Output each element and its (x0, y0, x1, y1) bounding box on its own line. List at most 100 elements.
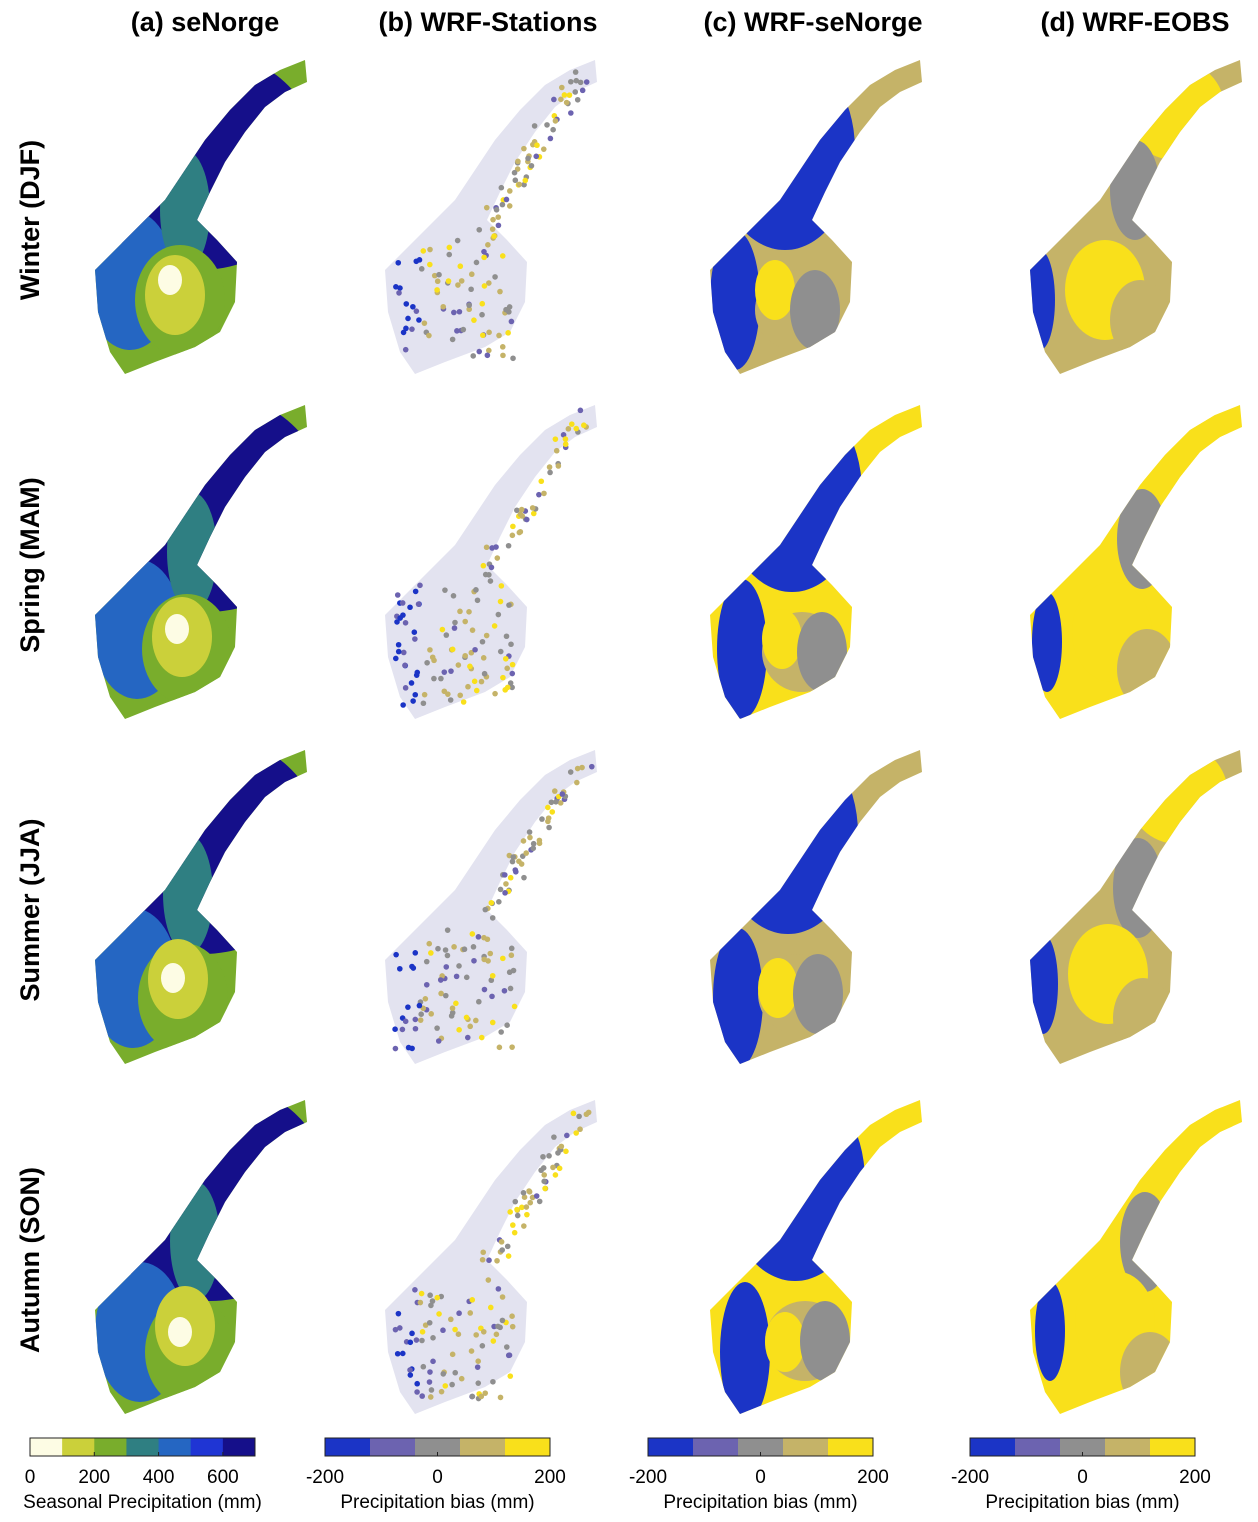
station (573, 77, 580, 84)
map-region (722, 405, 862, 592)
station (409, 1330, 415, 1337)
station (574, 96, 581, 103)
map-region (1113, 978, 1173, 1058)
station (512, 867, 519, 873)
station (418, 1290, 425, 1297)
station (499, 1247, 506, 1253)
station (521, 1223, 527, 1229)
station (577, 79, 584, 86)
station (508, 318, 515, 325)
station (449, 336, 456, 343)
station (533, 1193, 540, 1199)
map-region (710, 230, 760, 370)
station (462, 618, 469, 625)
station (457, 263, 464, 270)
station (505, 542, 512, 549)
colorbar-tick-label: -200 (951, 1467, 989, 1488)
station (498, 583, 505, 589)
station (413, 308, 420, 314)
station (471, 678, 478, 685)
colorbar-label: Precipitation bias (mm) (663, 1492, 857, 1513)
station (412, 1016, 419, 1023)
station (429, 654, 436, 661)
station (420, 1005, 427, 1012)
station (460, 699, 467, 705)
station (420, 1363, 427, 1370)
station (440, 1327, 446, 1334)
station (395, 648, 402, 655)
station (565, 426, 572, 432)
station (527, 834, 533, 841)
station (500, 955, 506, 962)
station (573, 425, 580, 432)
colorbar-bin (370, 1438, 416, 1456)
station (422, 1322, 429, 1328)
station (427, 647, 433, 653)
station (427, 246, 433, 253)
station (397, 615, 403, 621)
station (429, 1298, 436, 1304)
station (509, 661, 516, 668)
station (423, 958, 430, 965)
map-region (793, 954, 843, 1034)
station (583, 79, 590, 85)
map-panel (710, 405, 922, 719)
station (467, 1023, 474, 1030)
map-region (1120, 1332, 1180, 1412)
map-region (717, 579, 767, 719)
column-title: (a) seNorge (131, 7, 280, 37)
station (546, 824, 552, 831)
station (572, 89, 579, 95)
station (502, 655, 509, 662)
station (572, 69, 579, 75)
station (443, 964, 450, 970)
station (530, 510, 537, 517)
station (482, 1390, 489, 1396)
station (397, 965, 403, 972)
station (558, 96, 564, 103)
colorbar-tick-label: -200 (629, 1467, 667, 1488)
station (469, 1393, 476, 1400)
station (400, 649, 407, 656)
station (417, 1017, 424, 1023)
map-region (1030, 250, 1055, 350)
station (419, 1337, 425, 1344)
station (400, 329, 407, 336)
station (407, 604, 413, 611)
station (407, 1372, 414, 1378)
station (521, 874, 527, 881)
station (509, 1313, 515, 1319)
station (521, 145, 527, 152)
station (503, 881, 509, 887)
station (494, 1257, 500, 1264)
station (577, 407, 584, 414)
station (481, 283, 488, 289)
station (479, 638, 486, 645)
station (431, 272, 438, 279)
station (496, 899, 502, 905)
station (549, 809, 556, 815)
map-fill (1030, 750, 1242, 1064)
station (506, 1352, 513, 1359)
station (579, 87, 586, 94)
station (476, 348, 483, 355)
station (507, 1209, 513, 1215)
station (521, 181, 527, 188)
station (514, 166, 521, 172)
station (468, 649, 475, 656)
map-region (95, 1100, 307, 1301)
station (474, 597, 481, 604)
station (464, 1034, 471, 1041)
station (420, 700, 427, 707)
station (402, 1018, 409, 1025)
station (563, 99, 570, 106)
station (551, 788, 558, 794)
row-label: Autumn (SON) (15, 1167, 45, 1353)
station (456, 963, 462, 969)
colorbar-bin (62, 1438, 95, 1456)
station (506, 203, 513, 209)
station (392, 1026, 398, 1032)
station (489, 226, 496, 232)
station (480, 1249, 487, 1256)
station (538, 478, 545, 485)
